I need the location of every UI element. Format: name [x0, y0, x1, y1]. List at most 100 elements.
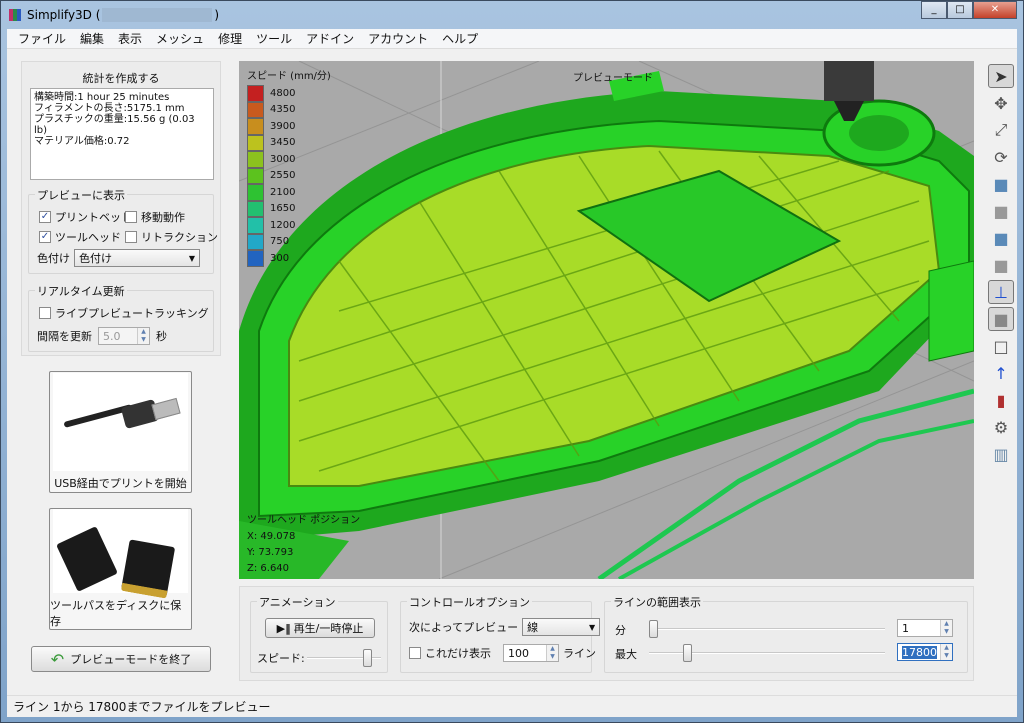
close-button[interactable]: ✕: [973, 1, 1017, 19]
range-min-slider-track[interactable]: [649, 628, 885, 630]
rotate-tool[interactable]: ⟳: [988, 145, 1014, 169]
window-title-end: ): [214, 8, 220, 22]
view-top-button[interactable]: ■: [988, 199, 1014, 223]
minimize-button[interactable]: _: [921, 1, 947, 19]
legend-swatch: [247, 167, 264, 184]
speed-slider-thumb[interactable]: [363, 649, 373, 667]
preview-by-select[interactable]: 線 ▼: [522, 618, 601, 636]
only-show-spinbox[interactable]: 100 ▲ ▼: [503, 644, 559, 662]
range-min-value: 1: [902, 621, 909, 635]
right-toolbar: ➤ ✥ ⤢ ⟳ ■ ■ ■ ■ ⊥ ■ □ ↑ ▮ ⚙ ▥: [985, 61, 1017, 469]
wireframe-toggle[interactable]: □: [988, 334, 1014, 358]
speed-slider-track[interactable]: [307, 657, 381, 659]
toolhead-checkbox[interactable]: ✓ ツールヘッド: [39, 229, 121, 245]
menu-addins[interactable]: アドイン: [306, 32, 355, 46]
speed-legend: スピード (mm/分) 4800 4350 3900 3450 3000 2550 2100…: [247, 67, 331, 267]
checkbox[interactable]: [39, 307, 51, 319]
maximize-button[interactable]: □: [947, 1, 973, 19]
legend-swatch: [247, 233, 264, 250]
spin-arrows-icon[interactable]: ▲ ▼: [940, 644, 952, 660]
legend-swatch: [247, 101, 264, 118]
legend-swatch: [247, 217, 264, 234]
toolhead-x: X: 49.078: [247, 531, 296, 542]
color-select[interactable]: 色付け ▼: [74, 249, 200, 267]
legend-swatch: [247, 118, 264, 135]
cross-section-icon: ▮: [996, 390, 1006, 410]
spin-arrows-icon[interactable]: ▲ ▼: [546, 645, 558, 661]
view-iso-button[interactable]: ■: [988, 172, 1014, 196]
speed-label: スピード:: [257, 652, 305, 665]
sd-card-icon: [53, 509, 188, 599]
bottom-controls: アニメーション ▶‖ 再生/一時停止 スピード: コントロールオプション 次によっ…: [239, 586, 974, 681]
only-show-checkbox[interactable]: [409, 647, 421, 659]
menu-tools[interactable]: ツール: [256, 32, 293, 46]
stat-plastic-weight: プラスチックの重量:15.56 g (0.03 lb): [34, 114, 195, 136]
menu-view[interactable]: 表示: [118, 32, 143, 46]
checkbox[interactable]: ✓: [39, 211, 51, 223]
range-max-slider-track[interactable]: [649, 652, 885, 654]
legend-entry: 4800: [247, 85, 331, 102]
range-max-spinbox[interactable]: 17800 ▲ ▼: [897, 643, 953, 661]
scale-tool[interactable]: ⤢: [988, 118, 1014, 142]
usb-print-button[interactable]: USB経由でプリントを開始: [49, 371, 192, 493]
live-tracking-checkbox[interactable]: ライブプレビュートラッキング: [39, 305, 209, 321]
range-max-label: 最大: [615, 648, 637, 661]
legend-entry: 2550: [247, 167, 331, 184]
solid-cube-icon: ■: [993, 309, 1009, 329]
save-toolpath-button[interactable]: ツールパスをディスクに保存: [49, 508, 192, 630]
print-bed-checkbox[interactable]: ✓ プリントベッド: [39, 209, 132, 225]
cube-side-icon: ■: [993, 255, 1009, 275]
preview-by-value: 線: [527, 621, 539, 634]
3d-viewport[interactable]: スピード (mm/分) 4800 4350 3900 3450 3000 2550 2100…: [239, 61, 974, 579]
interval-label: 間隔を更新: [37, 330, 92, 343]
title-bar: Simplify3D () _ □ ✕: [1, 1, 1023, 29]
legend-entry: 2100: [247, 184, 331, 201]
spin-arrows-icon[interactable]: ▲ ▼: [940, 620, 952, 636]
realtime-group: リアルタイム更新 ライブプレビュートラッキング 間隔を更新 5.0 ▲ ▼ 秒: [28, 283, 214, 352]
retraction-checkbox[interactable]: リトラクション: [125, 229, 218, 245]
legend-entry: 1650: [247, 200, 331, 217]
range-min-slider-thumb[interactable]: [649, 620, 658, 638]
menu-file[interactable]: ファイル: [18, 32, 67, 46]
menu-mesh[interactable]: メッシュ: [156, 32, 205, 46]
range-min-spinbox[interactable]: 1 ▲ ▼: [897, 619, 953, 637]
settings-button[interactable]: ⚙: [988, 415, 1014, 439]
checkbox[interactable]: ✓: [39, 231, 51, 243]
axes-toggle[interactable]: ⊥: [988, 280, 1014, 304]
range-max-value: 17800: [902, 645, 937, 659]
menu-account[interactable]: アカウント: [368, 32, 429, 46]
legend-value: 4350: [270, 104, 296, 116]
solid-view-toggle[interactable]: ■: [988, 307, 1014, 331]
normal-arrow-icon: ↑: [994, 363, 1008, 383]
toolhead-y: Y: 73.793: [247, 547, 294, 558]
menu-repair[interactable]: 修理: [218, 32, 243, 46]
toolpath-render: [239, 61, 974, 579]
legend-value: 3000: [270, 153, 296, 165]
status-bar: ライン 1から 17800までファイルをプレビュー: [7, 695, 1017, 717]
play-pause-button[interactable]: ▶‖ 再生/一時停止: [265, 618, 375, 638]
select-tool[interactable]: ➤: [988, 64, 1014, 88]
legend-entry: 3000: [247, 151, 331, 168]
supports-button[interactable]: ▥: [988, 442, 1014, 466]
move-tool[interactable]: ✥: [988, 91, 1014, 115]
support-pillars-icon: ▥: [993, 444, 1009, 464]
checkbox[interactable]: [125, 211, 137, 223]
normals-toggle[interactable]: ↑: [988, 361, 1014, 385]
spin-arrows-icon[interactable]: ▲ ▼: [137, 328, 149, 344]
legend-swatch: [247, 184, 264, 201]
menu-help[interactable]: ヘルプ: [442, 32, 479, 46]
range-max-slider-thumb[interactable]: [683, 644, 693, 662]
status-text: ライン 1から 17800までファイルをプレビュー: [13, 700, 271, 714]
rotate-icon: ⟳: [994, 147, 1008, 167]
travel-checkbox[interactable]: 移動動作: [125, 209, 185, 225]
only-show-value: 100: [508, 646, 529, 660]
usb-print-label: USB経由でプリントを開始: [54, 477, 187, 490]
exit-preview-button[interactable]: ↶ プレビューモードを終了: [31, 646, 211, 672]
view-side-button[interactable]: ■: [988, 253, 1014, 277]
interval-spinbox[interactable]: 5.0 ▲ ▼: [98, 327, 150, 345]
cross-section-button[interactable]: ▮: [988, 388, 1014, 412]
checkbox[interactable]: [125, 231, 137, 243]
view-front-button[interactable]: ■: [988, 226, 1014, 250]
cube-front-icon: ■: [993, 228, 1009, 248]
menu-edit[interactable]: 編集: [80, 32, 105, 46]
